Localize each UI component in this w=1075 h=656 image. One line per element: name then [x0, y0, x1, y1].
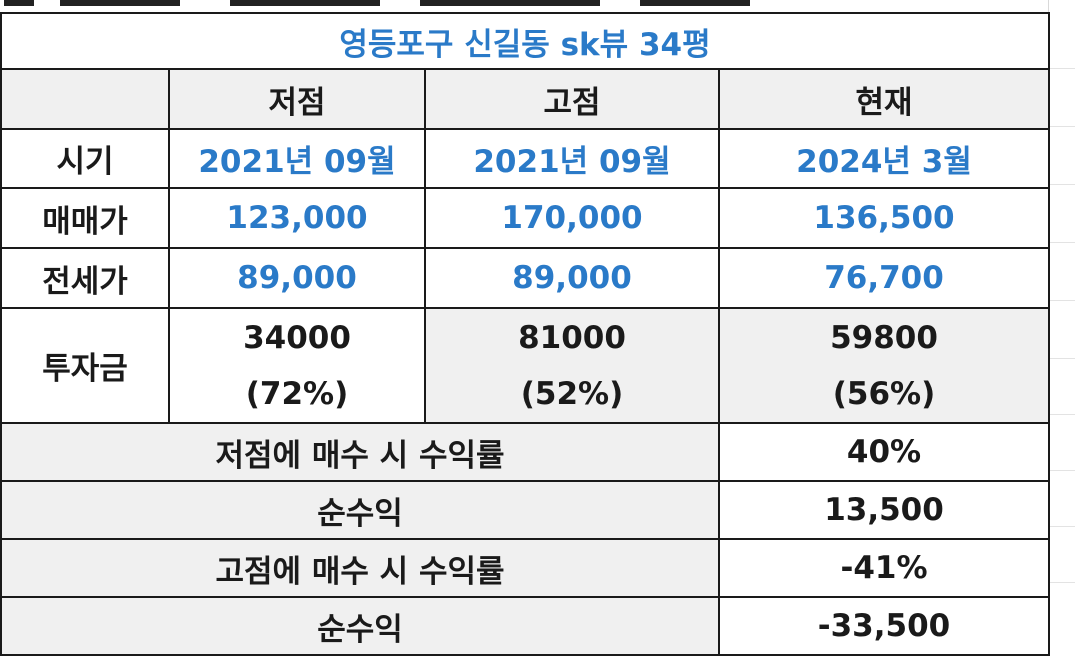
- summary-row-high-profit: 순수익 -33,500: [0, 596, 1051, 656]
- row-label: 전세가: [0, 247, 170, 309]
- investment-amount: 59800: [830, 319, 938, 356]
- table-row-period: 시기 2021년 09월 2021년 09월 2024년 3월: [0, 128, 1051, 189]
- table-row-investment: 투자금 34000 (72%) 81000 (52%) 59800 (56%): [0, 307, 1051, 424]
- investment-cell: 81000 (52%): [424, 307, 720, 424]
- summary-row-high-return: 고점에 매수 시 수익률 -41%: [0, 538, 1051, 598]
- header-current: 현재: [717, 68, 1051, 130]
- table-cell: 89,000: [168, 247, 426, 309]
- summary-value: -41%: [717, 538, 1051, 598]
- table-cell: 2024년 3월: [717, 128, 1051, 189]
- summary-label: 고점에 매수 시 수익률: [0, 538, 720, 598]
- table-cell: 170,000: [424, 187, 720, 249]
- table-row-jeonse-price: 전세가 89,000 89,000 76,700: [0, 247, 1051, 309]
- investment-amount: 81000: [518, 319, 626, 356]
- investment-ratio: (56%): [832, 375, 936, 412]
- apartment-price-table: 영등포구 신길동 sk뷰 34평 저점 고점 현재 시기 2021년 09월 2…: [0, 12, 1051, 656]
- summary-row-low-profit: 순수익 13,500: [0, 480, 1051, 540]
- investment-amount: 34000: [243, 319, 351, 356]
- header-empty-cell: [0, 68, 170, 130]
- summary-value: -33,500: [717, 596, 1051, 656]
- table-cell: 2021년 09월: [168, 128, 426, 189]
- table-title: 영등포구 신길동 sk뷰 34평: [0, 12, 1051, 70]
- summary-value: 13,500: [717, 480, 1051, 540]
- header-row: 저점 고점 현재: [0, 68, 1051, 130]
- investment-ratio: (52%): [520, 375, 624, 412]
- summary-label: 저점에 매수 시 수익률: [0, 422, 720, 482]
- spreadsheet-gridlines: [1048, 0, 1075, 641]
- investment-cell: 59800 (56%): [717, 307, 1051, 424]
- summary-value: 40%: [717, 422, 1051, 482]
- table-cell: 2021년 09월: [424, 128, 720, 189]
- row-label: 투자금: [0, 307, 170, 424]
- header-low-point: 저점: [168, 68, 426, 130]
- table-row-sale-price: 매매가 123,000 170,000 136,500: [0, 187, 1051, 249]
- table-cell: 89,000: [424, 247, 720, 309]
- table-cell: 123,000: [168, 187, 426, 249]
- header-high-point: 고점: [424, 68, 720, 130]
- investment-ratio: (72%): [245, 375, 349, 412]
- title-row: 영등포구 신길동 sk뷰 34평: [0, 12, 1051, 70]
- row-label: 시기: [0, 128, 170, 189]
- summary-row-low-return: 저점에 매수 시 수익률 40%: [0, 422, 1051, 482]
- summary-label: 순수익: [0, 596, 720, 656]
- cropped-title-strip: [0, 0, 1048, 12]
- table-cell: 76,700: [717, 247, 1051, 309]
- investment-cell: 34000 (72%): [168, 307, 426, 424]
- row-label: 매매가: [0, 187, 170, 249]
- summary-label: 순수익: [0, 480, 720, 540]
- table-cell: 136,500: [717, 187, 1051, 249]
